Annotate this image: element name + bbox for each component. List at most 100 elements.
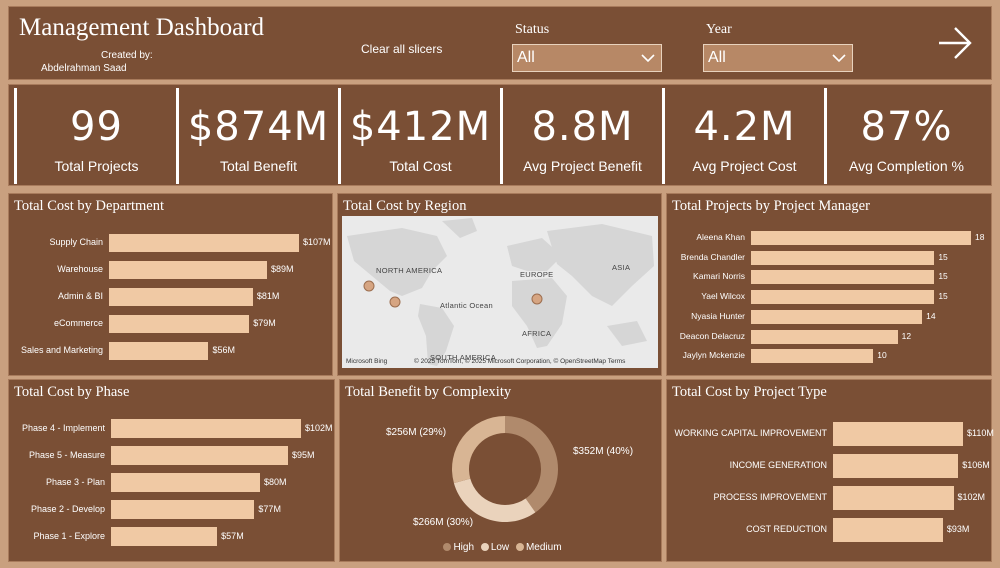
legend-item[interactable]: Low (490, 542, 510, 553)
kpi-label: Avg Completion % (849, 158, 964, 174)
bar-category-label: Admin & BI (57, 291, 103, 301)
bar-value-label: $56M (212, 345, 235, 355)
bar-category-label: Yael Wilcox (701, 291, 745, 302)
legend-item[interactable]: High (453, 542, 475, 553)
bar-category-label: Phase 1 - Explore (33, 530, 105, 541)
year-slicer-label: Year (706, 22, 732, 37)
bar-value-label: $77M (258, 503, 281, 514)
bing-logo: Microsoft Bing (346, 358, 388, 365)
kpi-label: Total Cost (389, 158, 452, 174)
bar-category-label: Phase 2 - Develop (30, 503, 105, 514)
bar[interactable] (751, 290, 935, 305)
kpi-card: 8.8M Avg Project Benefit (500, 88, 662, 184)
kpi-value: 87% (860, 104, 953, 150)
bar-value-label: $102M (957, 492, 986, 502)
bar-value-label: $89M (271, 264, 294, 274)
kpi-card: 99 Total Projects (14, 88, 176, 184)
bar-category-label: Phase 4 - Implement (21, 422, 105, 433)
bar[interactable] (111, 419, 301, 438)
bar[interactable] (833, 518, 943, 542)
donut-slice-low[interactable] (453, 478, 536, 522)
map-label: ASIA (612, 263, 631, 272)
bar[interactable] (751, 349, 874, 364)
legend-item[interactable]: Medium (525, 542, 562, 553)
cost-by-region-map[interactable]: Total Cost by Region NORTH AMERICA EUROP… (337, 193, 662, 376)
kpi-label: Avg Project Cost (692, 158, 797, 174)
chevron-down-icon (641, 54, 655, 63)
header-panel: Management Dashboard Created by: Abdelra… (8, 6, 992, 80)
bar-value-label: $81M (256, 291, 280, 301)
donut-label: $352M (40%) (573, 446, 634, 457)
chart-title: Total Cost by Region (343, 198, 467, 214)
kpi-label: Avg Project Benefit (523, 158, 642, 174)
bar[interactable] (751, 231, 971, 245)
bar[interactable] (833, 454, 959, 478)
bar[interactable] (109, 342, 209, 360)
bar[interactable] (109, 261, 268, 279)
bar-value-label: $102M (305, 422, 333, 433)
bar[interactable] (833, 486, 954, 510)
bar-category-label: Aleena Khan (696, 232, 745, 242)
cost-by-department-chart[interactable]: Total Cost by Department Supply Chain $10… (8, 193, 333, 376)
donut-chart[interactable] (450, 414, 560, 524)
donut-slice-medium[interactable] (452, 416, 505, 484)
bar[interactable] (111, 446, 288, 465)
author-name: Abdelrahman Saad (41, 63, 127, 74)
bar-category-label: Jaylyn Mckenzie (682, 350, 745, 361)
donut-label: $266M (30%) (413, 517, 474, 528)
chart-title: Total Cost by Project Type (672, 384, 827, 400)
status-slicer-value: All (517, 49, 535, 66)
chart-title: Total Projects by Project Manager (672, 198, 870, 214)
map-label: SOUTH AMERICA (430, 353, 496, 362)
legend-dot (515, 543, 524, 551)
benefit-by-complexity-chart[interactable]: Total Benefit by Complexity $352M (40%) … (339, 379, 662, 562)
status-slicer-label: Status (515, 22, 550, 37)
arrow-right-icon[interactable] (937, 25, 973, 61)
bar[interactable] (751, 250, 935, 265)
bar-value-label: 10 (877, 350, 887, 361)
cost-by-phase-chart[interactable]: Total Cost by Phase Phase 4 - Implement $… (8, 379, 335, 562)
year-slicer[interactable]: All (703, 44, 853, 72)
bar-value-label: 12 (901, 330, 912, 341)
kpi-value: $874M (187, 104, 330, 150)
clear-slicers-button[interactable]: Clear all slicers (361, 42, 443, 56)
bar-category-label: Nyasia Hunter (691, 310, 745, 321)
bar-value-label: $57M (221, 530, 244, 541)
status-slicer[interactable]: All (512, 44, 662, 72)
bar[interactable] (833, 422, 963, 446)
bar-value-label: 14 (926, 310, 936, 321)
kpi-label: Total Benefit (219, 158, 298, 174)
bar[interactable] (751, 309, 923, 324)
bar-category-label: Phase 5 - Measure (28, 449, 105, 460)
kpi-panel: 99 Total Projects $874M Total Benefit $4… (8, 84, 992, 186)
kpi-value: 4.2M (693, 104, 796, 150)
bar-value-label: 15 (938, 251, 948, 262)
bar[interactable] (751, 329, 898, 344)
bar[interactable] (111, 527, 218, 546)
donut-label: $256M (29%) (386, 427, 447, 438)
bar-value-label: $107M (303, 237, 331, 247)
world-map[interactable]: NORTH AMERICA EUROPE ASIA Atlantic Ocean… (342, 216, 658, 368)
kpi-card: $412M Total Cost (338, 88, 500, 184)
map-attribution[interactable]: © 2025 TomTom, © 2025 Microsoft Corporat… (414, 358, 626, 365)
map-label: Atlantic Ocean (440, 301, 493, 310)
kpi-card: 4.2M Avg Project Cost (662, 88, 824, 184)
kpi-card: $874M Total Benefit (176, 88, 338, 184)
donut-slice-high[interactable] (505, 416, 558, 513)
bar-category-label: Phase 3 - Plan (45, 476, 105, 487)
bar[interactable] (111, 500, 255, 519)
bar[interactable] (109, 288, 253, 306)
map-label: EUROPE (520, 270, 554, 279)
map-land-shapes (347, 218, 654, 366)
chart-title: Total Benefit by Complexity (345, 384, 512, 400)
legend-dot (443, 543, 452, 551)
bar[interactable] (109, 315, 250, 333)
bar[interactable] (111, 473, 261, 492)
kpi-label: Total Projects (54, 158, 139, 174)
bar[interactable] (109, 234, 299, 252)
cost-by-project-type-chart[interactable]: Total Cost by Project Type WORKING CAPIT… (666, 379, 994, 562)
map-label: AFRICA (522, 329, 552, 338)
bar[interactable] (751, 270, 935, 285)
projects-by-manager-chart[interactable]: Total Projects by Project Manager Aleena… (666, 193, 992, 376)
bar-value-label: 15 (938, 291, 948, 302)
